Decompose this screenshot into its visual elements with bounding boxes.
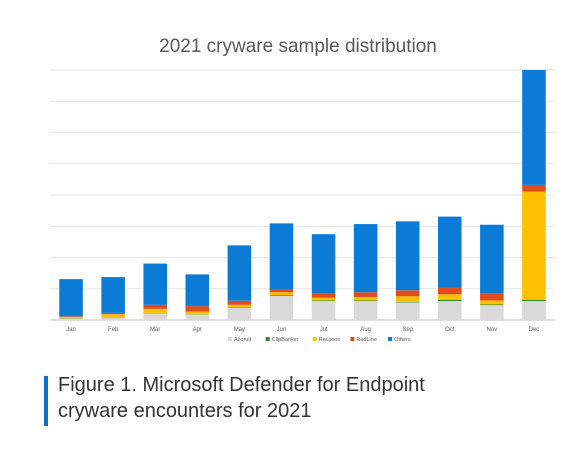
bar-azorult-sep — [395, 302, 420, 320]
caption-line-1: Figure 1. Microsoft Defender for Endpoin… — [58, 374, 425, 396]
bar-azorult-feb — [101, 317, 125, 320]
legend-label-clipbanker: ClipBanker — [272, 337, 299, 343]
bar-redline-apr — [185, 306, 210, 312]
bar-azorult-mar — [143, 313, 167, 320]
x-tick-label: Jan — [66, 327, 76, 333]
bar-clipbanker-jul — [311, 300, 336, 302]
bar-others-feb — [101, 277, 125, 313]
bar-clipbanker-oct — [438, 299, 462, 302]
legend-swatch-azorult — [228, 337, 232, 341]
x-tick-label: Dec — [529, 327, 540, 333]
bar-redline-feb — [101, 312, 125, 315]
bar-raccoon-feb — [101, 314, 125, 317]
bar-azorult-may — [227, 307, 252, 320]
bar-azorult-jul — [311, 301, 336, 320]
bar-clipbanker-jun — [269, 295, 294, 296]
legend-label-azorult: Azorult — [234, 337, 252, 343]
legend-swatch-raccoon — [312, 337, 317, 341]
bar-clipbanker-dec — [522, 299, 546, 302]
bar-redline-dec — [522, 184, 546, 192]
bar-others-mar — [143, 263, 167, 305]
legend-swatch-redline — [350, 337, 355, 341]
bar-raccoon-mar — [143, 308, 167, 313]
bar-others-nov — [480, 224, 504, 294]
bar-others-jan — [59, 279, 83, 317]
bar-azorult-jun — [269, 295, 294, 320]
bar-others-apr — [185, 274, 210, 307]
gridlines — [50, 69, 555, 321]
bar-raccoon-oct — [438, 294, 462, 300]
bar-redline-jul — [311, 293, 336, 298]
bar-raccoon-aug — [353, 297, 378, 301]
x-tick-label: Feb — [108, 327, 119, 333]
bar-raccoon-jul — [311, 297, 336, 301]
bar-redline-may — [227, 300, 252, 305]
x-tick-label: May — [234, 327, 245, 333]
x-axis-labels: Jan Feb Mar Apr May Jun Jul Aug Sep Oct Nov Dec — [66, 327, 539, 333]
bar-others-dec — [522, 70, 546, 185]
x-tick-label: Mar — [150, 327, 160, 333]
x-tick-label: Apr — [193, 327, 202, 333]
bar-clipbanker-aug — [353, 300, 378, 302]
bar-azorult-nov — [480, 305, 504, 320]
bar-azorult-dec — [522, 301, 546, 320]
bar-azorult-jan — [59, 318, 83, 320]
x-tick-label: Nov — [487, 327, 498, 333]
bar-redline-nov — [480, 293, 504, 301]
bar-clipbanker-nov — [480, 304, 504, 306]
legend-label-raccoon: Raccoon — [319, 337, 341, 343]
bar-redline-jun — [269, 289, 294, 293]
bar-redline-sep — [395, 290, 420, 297]
bar-azorult-aug — [353, 301, 378, 320]
bar-others-jun — [269, 223, 294, 290]
x-tick-label: Sep — [402, 327, 413, 333]
bar-redline-mar — [143, 304, 167, 309]
bar-others-jul — [311, 234, 336, 294]
chart: 2021 cryware sample distribution Jan Feb M… — [50, 36, 555, 343]
x-tick-label: Jun — [277, 327, 287, 333]
legend-label-others: Others — [394, 337, 411, 343]
legend-swatch-others — [388, 337, 393, 341]
x-tick-label: Aug — [360, 327, 371, 333]
bar-raccoon-apr — [185, 311, 210, 315]
bar-others-may — [227, 245, 252, 301]
bar-raccoon-jun — [269, 292, 294, 295]
bar-azorult-oct — [438, 301, 462, 320]
bar-others-sep — [395, 221, 420, 291]
bar-raccoon-jan — [59, 316, 83, 319]
bar-azorult-apr — [185, 314, 210, 320]
x-tick-label: Oct — [445, 327, 455, 333]
chart-title: 2021 cryware sample distribution — [159, 36, 437, 57]
bar-clipbanker-sep — [395, 301, 420, 303]
caption-accent-bar — [44, 376, 48, 426]
bar-others-oct — [438, 216, 462, 288]
caption-line-2: cryware encounters for 2021 — [58, 400, 312, 422]
figure-caption: Figure 1. Microsoft Defender for Endpoin… — [44, 372, 544, 430]
bar-raccoon-nov — [480, 300, 504, 305]
bar-redline-jan — [59, 316, 83, 317]
caption-text: Figure 1. Microsoft Defender for Endpoin… — [58, 372, 425, 424]
bar-redline-aug — [353, 292, 378, 298]
bar-raccoon-sep — [395, 296, 420, 302]
bar-others-aug — [353, 224, 378, 293]
legend: Azorult ClipBanker Raccoon RedLine Others — [228, 337, 411, 343]
bar-redline-oct — [438, 287, 462, 295]
bar-raccoon-may — [227, 304, 252, 308]
legend-swatch-clipbanker — [265, 337, 270, 341]
x-tick-label: Jul — [320, 327, 328, 333]
legend-label-redline: RedLine — [356, 337, 377, 343]
bar-raccoon-dec — [522, 191, 546, 300]
bars — [59, 70, 546, 320]
